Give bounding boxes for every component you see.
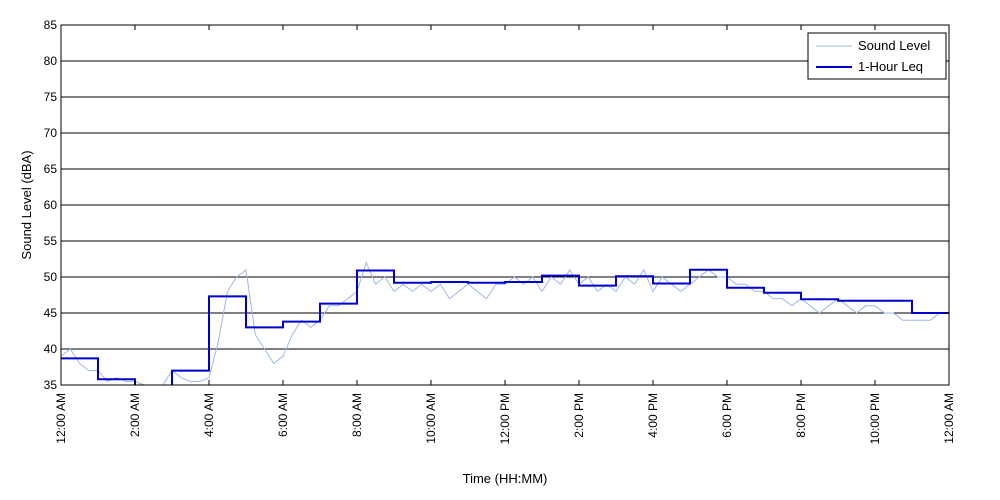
y-tick-label-40: 40 xyxy=(44,342,58,356)
series-layer xyxy=(61,261,949,385)
x-tick-label-0: 12:00 AM xyxy=(54,393,68,444)
x-tick-label-5: 10:00 AM xyxy=(424,393,438,444)
legend-box xyxy=(807,32,947,80)
y-tick-label-55: 55 xyxy=(44,234,58,248)
x-tick-label-9: 6:00 PM xyxy=(720,393,734,438)
legend-label-1-hour-leq: 1-Hour Leq xyxy=(858,59,923,74)
legend-label-sound-level: Sound Level xyxy=(858,38,930,53)
y-tick-label-85: 85 xyxy=(44,18,58,32)
y-tick-label-75: 75 xyxy=(44,90,58,104)
y-tick-label-70: 70 xyxy=(44,126,58,140)
x-tick-label-4: 8:00 AM xyxy=(350,393,364,437)
x-tick-label-1: 2:00 AM xyxy=(128,393,142,437)
y-tick-label-35: 35 xyxy=(44,378,58,392)
series-line-1-hour-leq xyxy=(61,268,949,385)
x-tick-label-6: 12:00 PM xyxy=(498,393,512,444)
y-axis-label: Sound Level (dBA) xyxy=(19,150,34,259)
y-tick-label-60: 60 xyxy=(44,198,58,212)
y-tick-label-45: 45 xyxy=(44,306,58,320)
y-axis: 35 40 45 50 55 60 65 70 75 80 85 xyxy=(44,18,949,392)
x-tick-label-8: 4:00 PM xyxy=(646,393,660,438)
y-tick-label-50: 50 xyxy=(44,270,58,284)
x-tick-label-11: 10:00 PM xyxy=(868,393,882,444)
y-tick-label-65: 65 xyxy=(44,162,58,176)
x-tick-label-10: 8:00 PM xyxy=(794,393,808,438)
y-tick-label-80: 80 xyxy=(44,54,58,68)
x-axis-label: Time (HH:MM) xyxy=(463,471,548,486)
x-tick-label-12: 12:00 AM xyxy=(942,393,956,444)
legend: Sound Level 1-Hour Leq xyxy=(807,32,947,80)
x-axis: 12:00 AM 2:00 AM 4:00 AM 6:00 AM 8:00 AM 10:0… xyxy=(54,25,956,444)
x-tick-label-3: 6:00 AM xyxy=(276,393,290,437)
x-tick-label-7: 2:00 PM xyxy=(572,393,586,438)
x-tick-label-2: 4:00 AM xyxy=(202,393,216,437)
